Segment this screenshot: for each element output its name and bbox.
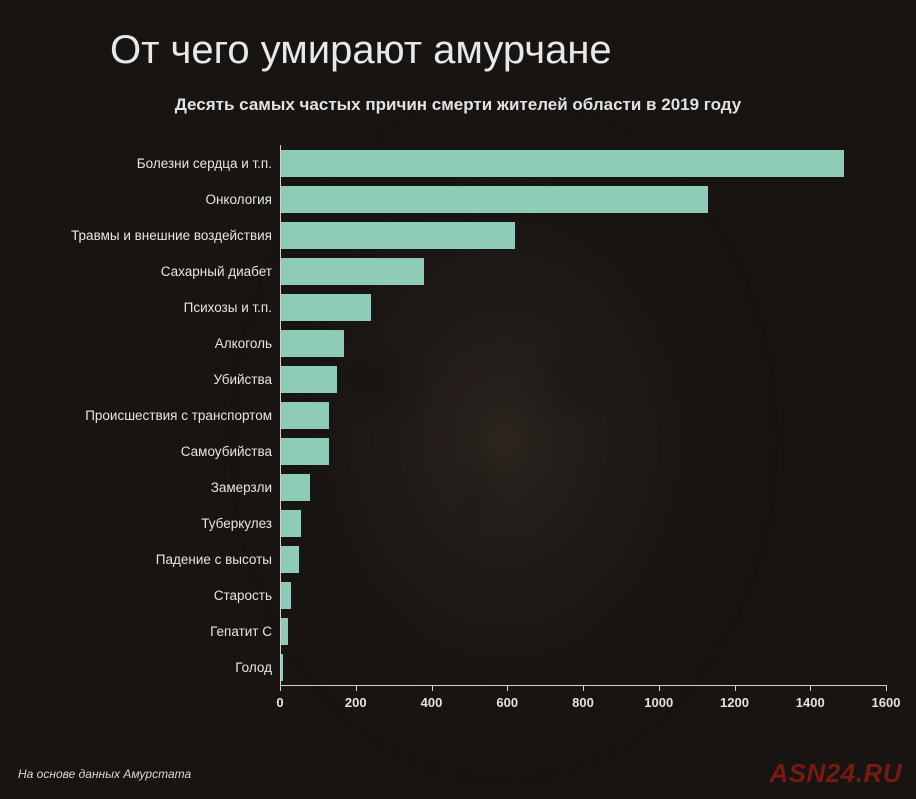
bar [280, 258, 424, 285]
bar [280, 222, 515, 249]
chart-row: Убийства [40, 361, 886, 397]
bar [280, 186, 708, 213]
x-tick [280, 685, 281, 691]
category-label: Падение с высоты [40, 552, 280, 567]
bar [280, 618, 288, 645]
category-label: Сахарный диабет [40, 264, 280, 279]
chart-row: Туберкулез [40, 505, 886, 541]
category-label: Болезни сердца и т.п. [40, 156, 280, 171]
bar-track [280, 613, 886, 649]
x-tick-label: 600 [496, 695, 518, 710]
x-tick [735, 685, 736, 691]
chart-row: Гепатит C [40, 613, 886, 649]
chart-row: Замерзли [40, 469, 886, 505]
page-subtitle: Десять самых частых причин смерти жителе… [30, 95, 886, 115]
x-tick-label: 200 [345, 695, 367, 710]
x-tick [810, 685, 811, 691]
bar [280, 294, 371, 321]
x-tick-label: 1200 [720, 695, 749, 710]
chart-row: Травмы и внешние воздействия [40, 217, 886, 253]
bar-track [280, 469, 886, 505]
bar [280, 582, 291, 609]
content-wrapper: От чего умирают амурчане Десять самых ча… [0, 0, 916, 799]
x-tick-label: 800 [572, 695, 594, 710]
x-tick-label: 400 [421, 695, 443, 710]
bar-track [280, 505, 886, 541]
bar-track [280, 217, 886, 253]
bar-track [280, 253, 886, 289]
bar-track [280, 433, 886, 469]
bar [280, 546, 299, 573]
category-label: Происшествия с транспортом [40, 408, 280, 423]
category-label: Самоубийства [40, 444, 280, 459]
bar-track [280, 397, 886, 433]
chart-row: Онкология [40, 181, 886, 217]
category-label: Туберкулез [40, 516, 280, 531]
x-tick-label: 1000 [644, 695, 673, 710]
chart-row: Голод [40, 649, 886, 685]
chart-row: Старость [40, 577, 886, 613]
page-title: От чего умирают амурчане [110, 28, 886, 73]
bar [280, 366, 337, 393]
category-label: Онкология [40, 192, 280, 207]
category-label: Голод [40, 660, 280, 675]
source-note: На основе данных Амурстата [18, 767, 191, 781]
x-tick-label: 0 [276, 695, 283, 710]
x-tick [659, 685, 660, 691]
category-label: Замерзли [40, 480, 280, 495]
chart-row: Алкоголь [40, 325, 886, 361]
chart-row: Самоубийства [40, 433, 886, 469]
category-label: Алкоголь [40, 336, 280, 351]
bar [280, 438, 329, 465]
category-label: Старость [40, 588, 280, 603]
bar-track [280, 181, 886, 217]
category-label: Травмы и внешние воздействия [40, 228, 280, 243]
bar-track [280, 541, 886, 577]
x-tick [356, 685, 357, 691]
category-label: Убийства [40, 372, 280, 387]
bar [280, 402, 329, 429]
x-tick [507, 685, 508, 691]
bar [280, 510, 301, 537]
x-tick [583, 685, 584, 691]
watermark: ASN24.RU [769, 758, 902, 789]
chart-row: Болезни сердца и т.п. [40, 145, 886, 181]
chart-row: Психозы и т.п. [40, 289, 886, 325]
bar-track [280, 145, 886, 181]
category-label: Гепатит C [40, 624, 280, 639]
bar-chart: Болезни сердца и т.п. Онкология Травмы и в… [40, 145, 886, 685]
bar-track [280, 577, 886, 613]
chart-row: Происшествия с транспортом [40, 397, 886, 433]
bar [280, 150, 844, 177]
bar-track [280, 361, 886, 397]
bar [280, 474, 310, 501]
category-label: Психозы и т.п. [40, 300, 280, 315]
bar [280, 330, 344, 357]
y-axis [280, 145, 281, 685]
x-tick [886, 685, 887, 691]
bar-track [280, 649, 886, 685]
bar-track [280, 325, 886, 361]
chart-row: Падение с высоты [40, 541, 886, 577]
x-tick-label: 1400 [796, 695, 825, 710]
chart-row: Сахарный диабет [40, 253, 886, 289]
x-tick [432, 685, 433, 691]
bar-track [280, 289, 886, 325]
x-tick-label: 1600 [872, 695, 901, 710]
